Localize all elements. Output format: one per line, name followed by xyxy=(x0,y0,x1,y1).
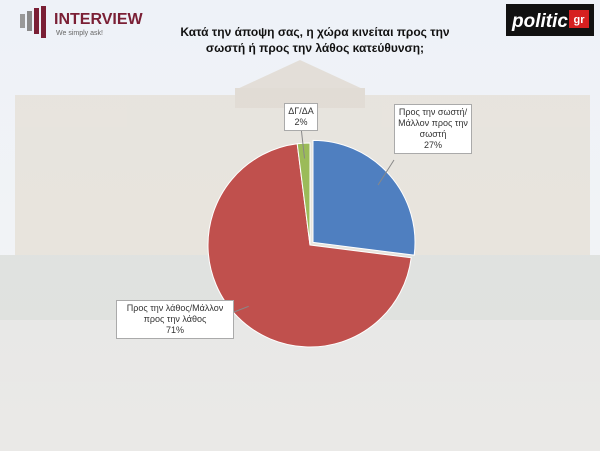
value-label: 2% xyxy=(294,117,308,127)
pie-slice xyxy=(296,142,311,246)
value-label: 71% xyxy=(165,325,184,335)
data-label: Προς την λάθος/Μάλλον προς την λάθος 71% xyxy=(116,300,234,339)
data-label: ΔΓ/ΔΑ 2% xyxy=(284,103,318,131)
outlet-suffix: gr xyxy=(574,14,586,26)
category-label: Προς την λάθος/Μάλλον προς την λάθος xyxy=(126,303,224,324)
leader-line xyxy=(233,305,249,313)
category-label: Προς την σωστή/Μάλλον προς την σωστή xyxy=(398,107,468,139)
pie-slice xyxy=(312,139,416,256)
chart-title: Κατά την άποψη σας, η χώρα κινείται προς… xyxy=(180,25,450,55)
leader-line xyxy=(377,159,395,186)
outlet: politic xyxy=(511,11,568,32)
value-label: 27% xyxy=(423,140,442,150)
pollster: INTERVIEW xyxy=(54,11,144,28)
leader-line xyxy=(300,126,306,159)
slogan: We simply ask! xyxy=(56,30,103,37)
logo-politic: politic gr xyxy=(506,4,594,36)
pie-slice xyxy=(207,143,412,348)
data-label: Προς την σωστή/Μάλλον προς την σωστή 27% xyxy=(394,104,472,154)
category-label: ΔΓ/ΔΑ xyxy=(288,106,314,116)
logo-interview: INTERVIEW We simply ask! xyxy=(20,6,144,38)
